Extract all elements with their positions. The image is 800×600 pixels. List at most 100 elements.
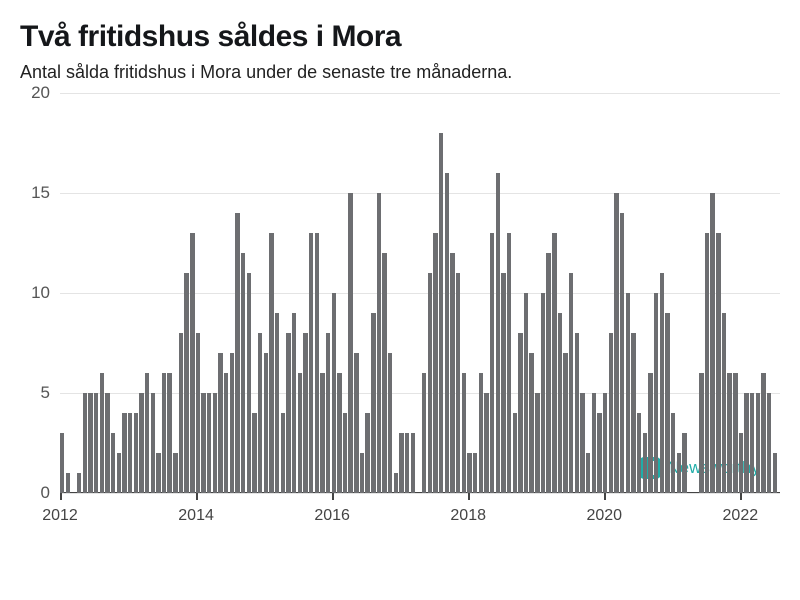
bar-item[interactable] bbox=[298, 373, 302, 493]
bar-item[interactable] bbox=[643, 433, 647, 493]
bar-item[interactable] bbox=[592, 393, 596, 493]
bar-item[interactable] bbox=[586, 453, 590, 493]
bar-item[interactable] bbox=[716, 233, 720, 493]
bar-item[interactable] bbox=[207, 393, 211, 493]
bar-item[interactable] bbox=[156, 453, 160, 493]
bar-item[interactable] bbox=[710, 193, 714, 493]
bar-item[interactable] bbox=[167, 373, 171, 493]
bar-item[interactable] bbox=[513, 413, 517, 493]
bar-item[interactable] bbox=[541, 293, 545, 493]
bar-item[interactable] bbox=[654, 293, 658, 493]
bar-item[interactable] bbox=[677, 453, 681, 493]
bar-item[interactable] bbox=[382, 253, 386, 493]
bar-item[interactable] bbox=[83, 393, 87, 493]
bar-item[interactable] bbox=[88, 393, 92, 493]
bar-item[interactable] bbox=[139, 393, 143, 493]
bar-item[interactable] bbox=[456, 273, 460, 493]
bar-item[interactable] bbox=[705, 233, 709, 493]
bar-item[interactable] bbox=[241, 253, 245, 493]
bar-item[interactable] bbox=[450, 253, 454, 493]
bar-item[interactable] bbox=[467, 453, 471, 493]
bar-item[interactable] bbox=[348, 193, 352, 493]
bar-item[interactable] bbox=[552, 233, 556, 493]
bar-item[interactable] bbox=[371, 313, 375, 493]
bar-item[interactable] bbox=[660, 273, 664, 493]
bar-item[interactable] bbox=[281, 413, 285, 493]
bar-item[interactable] bbox=[739, 433, 743, 493]
bar-item[interactable] bbox=[620, 213, 624, 493]
bar-item[interactable] bbox=[727, 373, 731, 493]
bar-item[interactable] bbox=[218, 353, 222, 493]
bar-item[interactable] bbox=[756, 393, 760, 493]
bar-item[interactable] bbox=[546, 253, 550, 493]
bar-item[interactable] bbox=[609, 333, 613, 493]
bar-item[interactable] bbox=[445, 173, 449, 493]
bar-item[interactable] bbox=[507, 233, 511, 493]
bar-item[interactable] bbox=[151, 393, 155, 493]
bar-item[interactable] bbox=[286, 333, 290, 493]
bar-item[interactable] bbox=[433, 233, 437, 493]
bar-item[interactable] bbox=[462, 373, 466, 493]
bar-item[interactable] bbox=[750, 393, 754, 493]
bar-item[interactable] bbox=[637, 413, 641, 493]
bar-item[interactable] bbox=[184, 273, 188, 493]
bar-item[interactable] bbox=[258, 333, 262, 493]
bar-item[interactable] bbox=[473, 453, 477, 493]
bar-item[interactable] bbox=[733, 373, 737, 493]
bar-item[interactable] bbox=[411, 433, 415, 493]
bar-item[interactable] bbox=[303, 333, 307, 493]
bar-item[interactable] bbox=[117, 453, 121, 493]
bar-item[interactable] bbox=[575, 333, 579, 493]
bar-item[interactable] bbox=[614, 193, 618, 493]
bar-item[interactable] bbox=[665, 313, 669, 493]
bar-item[interactable] bbox=[145, 373, 149, 493]
bar-item[interactable] bbox=[309, 233, 313, 493]
bar-item[interactable] bbox=[524, 293, 528, 493]
bar-item[interactable] bbox=[77, 473, 81, 493]
bar-item[interactable] bbox=[682, 433, 686, 493]
bar-item[interactable] bbox=[563, 353, 567, 493]
bar-item[interactable] bbox=[252, 413, 256, 493]
bar-item[interactable] bbox=[320, 373, 324, 493]
bar-item[interactable] bbox=[235, 213, 239, 493]
bar-item[interactable] bbox=[326, 333, 330, 493]
bar-item[interactable] bbox=[230, 353, 234, 493]
bar-item[interactable] bbox=[360, 453, 364, 493]
bar-item[interactable] bbox=[405, 433, 409, 493]
bar-item[interactable] bbox=[479, 373, 483, 493]
bar-item[interactable] bbox=[773, 453, 777, 493]
bar-item[interactable] bbox=[269, 233, 273, 493]
bar-item[interactable] bbox=[264, 353, 268, 493]
bar-item[interactable] bbox=[224, 373, 228, 493]
bar-item[interactable] bbox=[337, 373, 341, 493]
bar-item[interactable] bbox=[535, 393, 539, 493]
bar-item[interactable] bbox=[292, 313, 296, 493]
bar-item[interactable] bbox=[399, 433, 403, 493]
bar-item[interactable] bbox=[631, 333, 635, 493]
bar-item[interactable] bbox=[60, 433, 64, 493]
bar-item[interactable] bbox=[128, 413, 132, 493]
bar-item[interactable] bbox=[558, 313, 562, 493]
bar-item[interactable] bbox=[377, 193, 381, 493]
bar-item[interactable] bbox=[767, 393, 771, 493]
bar-item[interactable] bbox=[484, 393, 488, 493]
bar-item[interactable] bbox=[179, 333, 183, 493]
bar-item[interactable] bbox=[190, 233, 194, 493]
bar-item[interactable] bbox=[162, 373, 166, 493]
bar-item[interactable] bbox=[122, 413, 126, 493]
bar-item[interactable] bbox=[100, 373, 104, 493]
bar-item[interactable] bbox=[603, 393, 607, 493]
bar-item[interactable] bbox=[518, 333, 522, 493]
bar-item[interactable] bbox=[428, 273, 432, 493]
bar-item[interactable] bbox=[699, 373, 703, 493]
bar-item[interactable] bbox=[501, 273, 505, 493]
bar-item[interactable] bbox=[529, 353, 533, 493]
bar-item[interactable] bbox=[422, 373, 426, 493]
bar-item[interactable] bbox=[105, 393, 109, 493]
bar-item[interactable] bbox=[343, 413, 347, 493]
bar-item[interactable] bbox=[744, 393, 748, 493]
bar-item[interactable] bbox=[722, 313, 726, 493]
bar-item[interactable] bbox=[275, 313, 279, 493]
bar-item[interactable] bbox=[213, 393, 217, 493]
bar-item[interactable] bbox=[365, 413, 369, 493]
